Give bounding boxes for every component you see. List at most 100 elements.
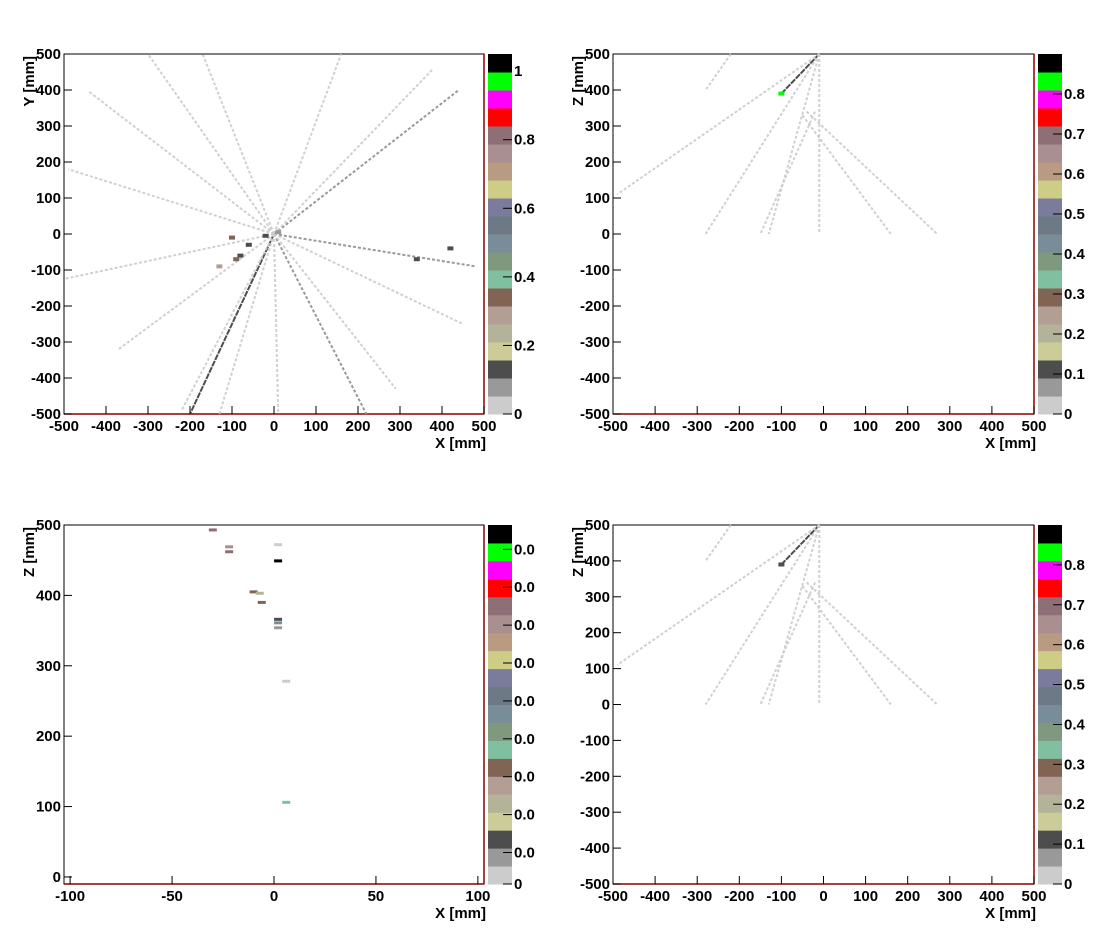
track-12: [218, 233, 275, 415]
track-14: [273, 233, 397, 390]
hit-bin-1: [237, 253, 244, 258]
y-tick-label: -500: [31, 406, 61, 423]
y-axis-title: Z [mm]: [570, 527, 587, 577]
data-layer: [616, 524, 938, 706]
hit-bin-8: [233, 257, 240, 262]
y-tick-label: 100: [585, 190, 610, 207]
color-bar-cell: [1038, 525, 1062, 544]
data-layer: [63, 53, 476, 415]
y-tick-label: -400: [31, 370, 61, 387]
y-axis-title: Z [mm]: [570, 56, 587, 106]
color-bar-label: 0.8: [1064, 86, 1085, 103]
color-bar-label: 0.8: [514, 132, 535, 149]
color-bar-cell: [488, 126, 512, 145]
color-bar: 0 0.0 0.0 0.0 0.0 0.0 0.0 0.0 0.0 0.0: [488, 525, 535, 893]
y-tick-label: 400: [36, 587, 61, 604]
hit-bin-9: [274, 621, 283, 625]
y-tick-label: -100: [31, 262, 61, 279]
hit-bin-5: [216, 264, 223, 269]
track-7: [273, 67, 435, 235]
color-bar-cell: [1038, 360, 1062, 379]
color-bar-cell: [1038, 560, 1062, 580]
color-bar-label: 0.0: [514, 541, 535, 558]
track-0: [780, 524, 821, 566]
color-bar-cell: [1038, 866, 1062, 885]
color-bar-label: 0.3: [1064, 756, 1085, 773]
plot-frame: [63, 524, 485, 885]
x-axis-title: X [mm]: [985, 905, 1036, 922]
color-bar-cell: [1038, 722, 1062, 741]
x-tick-label: 400: [979, 418, 1004, 435]
x-tick-label: -500: [598, 888, 628, 905]
color-bar-cell: [488, 108, 512, 127]
track-5: [759, 111, 816, 235]
color-bar-cell: [488, 578, 512, 598]
track-2: [767, 53, 821, 235]
x-tick-label: -300: [682, 888, 712, 905]
track-8: [704, 53, 732, 91]
y-tick-label: -100: [580, 262, 610, 279]
color-bar-cell: [488, 776, 512, 795]
x-tick-label: -50: [161, 888, 183, 905]
x-tick-label: -400: [91, 418, 121, 435]
color-bar: 0 0.1 0.2 0.3 0.4 0.5 0.6 0.7 0.8: [1038, 54, 1086, 423]
x-tick-label: 100: [853, 418, 878, 435]
y-tick-label: 200: [36, 728, 61, 745]
color-bar-cell: [1038, 578, 1062, 598]
color-bar-cell: [1038, 668, 1062, 688]
hit-bin-12: [282, 800, 291, 804]
color-bar-cell: [488, 378, 512, 397]
data-layer: [616, 53, 938, 235]
y-tick-label: 400: [585, 553, 610, 570]
color-bar-label: 0.4: [1064, 716, 1086, 733]
x-tick-label: 300: [387, 418, 412, 435]
x-tick-label: 0: [270, 888, 278, 905]
x-tick-label: 100: [853, 888, 878, 905]
y-tick-label: -200: [31, 298, 61, 315]
hit-bin-0: [208, 528, 217, 532]
color-bar-label: 0.5: [1064, 677, 1085, 694]
y-tick-label: -300: [580, 334, 610, 351]
color-bar: 0 0.2 0.4 0.6 0.8 1: [488, 54, 536, 423]
color-bar-label: 0.1: [1064, 366, 1085, 383]
color-bar-label: 0.7: [1064, 597, 1085, 614]
y-tick-label: -100: [580, 732, 610, 749]
color-bar-cell: [1038, 126, 1062, 145]
y-tick-label: -300: [31, 334, 61, 351]
color-bar-label: 0.0: [514, 693, 535, 710]
track-1: [616, 524, 820, 666]
chart-panel-xz1: -500 -400 -300 -200 -100 0 100 200 300 400 500 -500…: [570, 46, 1086, 452]
y-tick-label: 500: [585, 46, 610, 63]
color-bar-cell: [1038, 686, 1062, 705]
y-tick-label: -200: [580, 768, 610, 785]
color-bar-cell: [488, 252, 512, 271]
color-bar-label: 0.2: [1064, 796, 1085, 813]
color-bar-cell: [488, 180, 512, 199]
color-bar-cell: [1038, 650, 1062, 670]
y-tick-label: -300: [580, 804, 610, 821]
color-bar-cell: [1038, 342, 1062, 361]
y-tick-label: 200: [585, 625, 610, 642]
y-tick-label: -400: [580, 370, 610, 387]
color-bar-label: 0: [1064, 876, 1072, 893]
color-bar-cell: [488, 722, 512, 741]
track-0: [189, 233, 275, 415]
y-tick-label: -500: [580, 406, 610, 423]
color-bar-cell: [488, 596, 512, 616]
color-bar: 0 0.1 0.2 0.3 0.4 0.5 0.6 0.7 0.8: [1038, 525, 1086, 893]
x-tick-label: -200: [724, 418, 754, 435]
x-tick-label: 400: [979, 888, 1004, 905]
x-axis-title: X [mm]: [435, 435, 486, 452]
y-tick-label: -400: [580, 840, 610, 857]
x-tick-label: 100: [303, 418, 328, 435]
track-1: [616, 53, 820, 196]
color-bar-cell: [488, 216, 512, 235]
track-13: [67, 168, 275, 235]
x-tick-label: 0: [819, 418, 827, 435]
color-bar-cell: [1038, 252, 1062, 271]
y-axis-title: Z [mm]: [21, 527, 38, 577]
x-tick-label: -100: [766, 418, 796, 435]
x-tick-label: -100: [55, 888, 85, 905]
color-bar-cell: [488, 866, 512, 885]
